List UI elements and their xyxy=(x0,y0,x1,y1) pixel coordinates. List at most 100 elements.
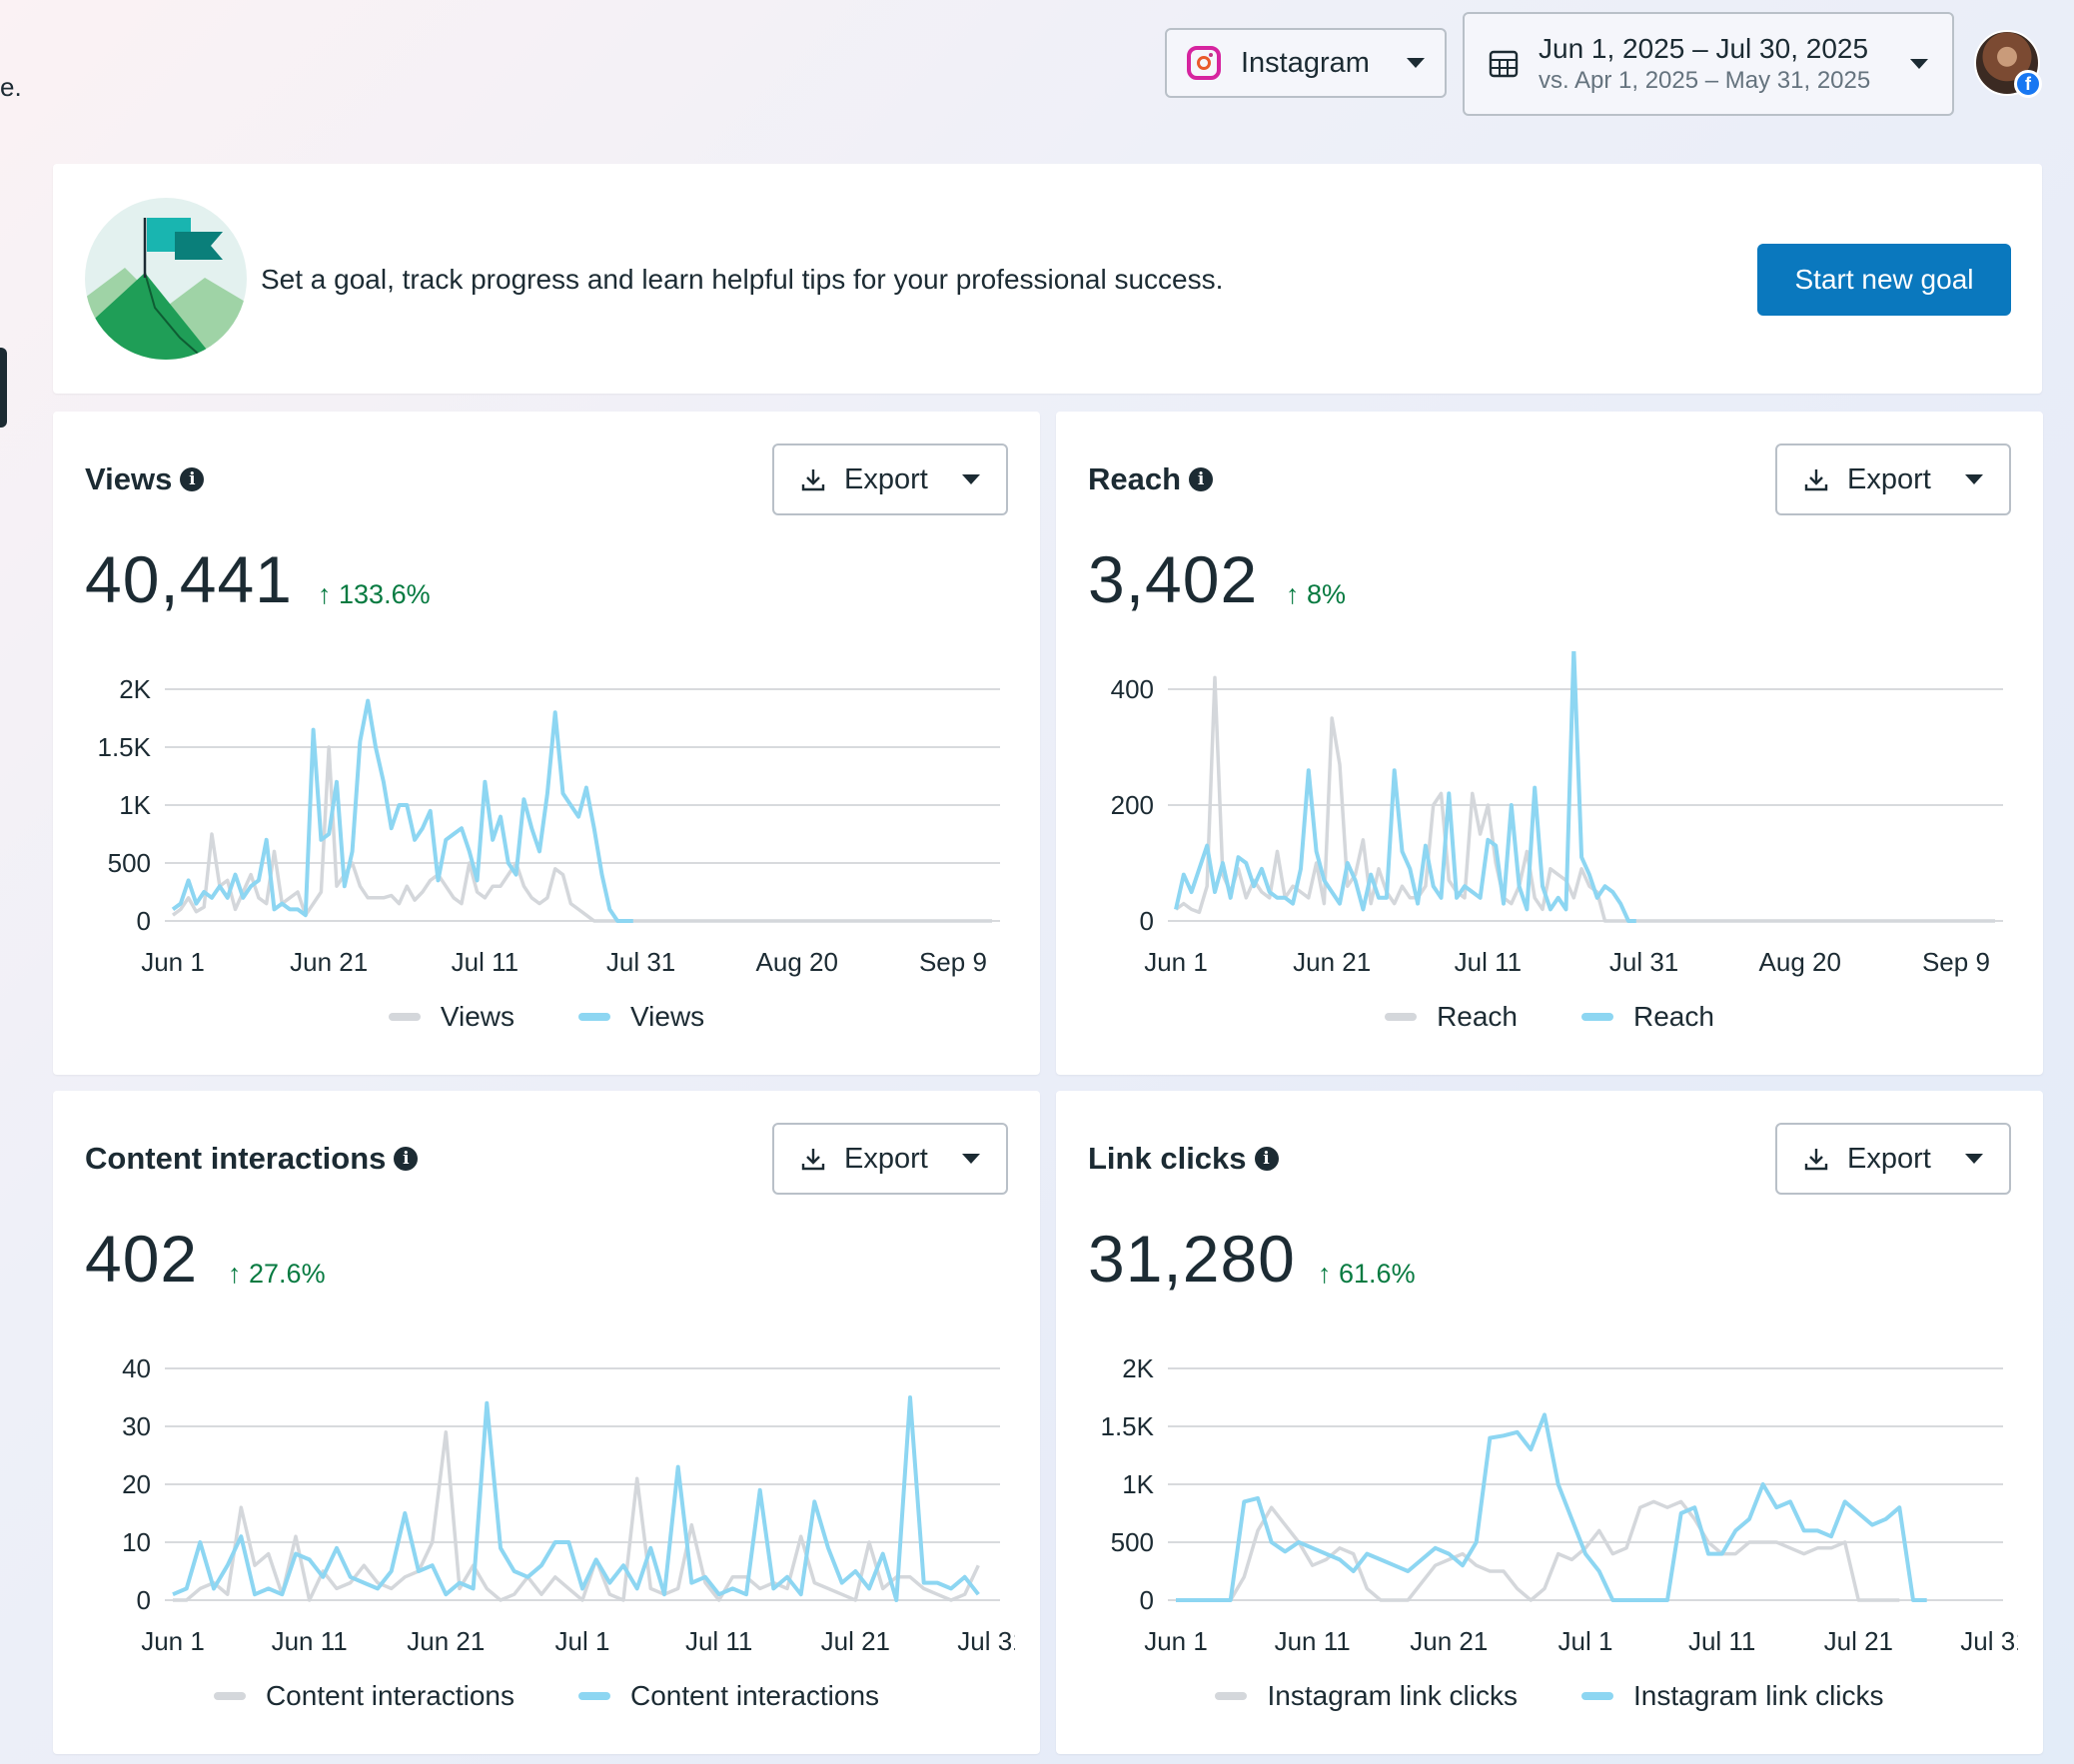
views-chart: 0 500 1K 1.5K 2K Jun 1 Jun 21 Jul 11 Jul 31 Aug 2… xyxy=(98,651,1040,991)
goal-card: Set a goal, track progress and learn hel… xyxy=(53,164,2042,394)
caret-down-icon xyxy=(962,1154,980,1164)
series-line-current xyxy=(1176,1412,1927,1602)
x-tick-label: Jul 21 xyxy=(821,1626,890,1656)
y-tick-label: 1.5K xyxy=(1101,1411,1155,1441)
info-icon[interactable]: i xyxy=(180,467,205,491)
download-icon xyxy=(1804,469,1828,491)
export-button[interactable]: Export xyxy=(1775,1123,2011,1195)
x-tick-label: Sep 9 xyxy=(919,947,987,977)
y-tick-label: 2K xyxy=(1122,1353,1154,1383)
y-tick-label: 1.5K xyxy=(98,732,152,762)
y-tick-label: 40 xyxy=(122,1353,151,1383)
legend-label: Instagram link clicks xyxy=(1267,1680,1518,1711)
links-change: ↑ 61.6% xyxy=(1318,1259,1416,1290)
export-label: Export xyxy=(844,1142,928,1175)
facebook-badge-icon: f xyxy=(2014,70,2042,98)
y-tick-label: 20 xyxy=(122,1469,151,1499)
legend-previous[interactable]: Views xyxy=(388,1001,515,1033)
card-title-text: Link clicks xyxy=(1088,1141,1247,1176)
y-tick-label: 2K xyxy=(119,674,151,704)
links-title: Link clicks i xyxy=(1088,1141,1279,1177)
views-card: Views i Export 40,441 ↑ 133.6% 0 500 1K 1.5… xyxy=(53,412,1040,1075)
calendar-icon xyxy=(1489,50,1519,78)
x-tick-label: Jun 1 xyxy=(1144,947,1208,977)
reach-legend: Reach Reach xyxy=(1056,1001,2043,1033)
series-line-previous xyxy=(173,1430,980,1602)
y-tick-label: 0 xyxy=(1140,906,1154,936)
reach-change: ↑ 8% xyxy=(1286,579,1346,610)
export-button[interactable]: Export xyxy=(772,443,1008,515)
info-icon[interactable]: i xyxy=(1254,1147,1279,1171)
export-label: Export xyxy=(1847,1142,1931,1175)
series-line-current xyxy=(172,1395,980,1602)
legend-current[interactable]: Reach xyxy=(1581,1001,1714,1033)
y-tick-label: 200 xyxy=(1111,790,1154,820)
legend-previous[interactable]: Reach xyxy=(1385,1001,1518,1033)
link-clicks-card: Link clicks i Export 31,280 ↑ 61.6% 0 500… xyxy=(1056,1091,2043,1754)
x-tick-label: Jul 11 xyxy=(452,947,518,977)
legend-previous[interactable]: Instagram link clicks xyxy=(1215,1680,1518,1712)
legend-label: Content interactions xyxy=(265,1680,515,1711)
download-icon xyxy=(801,469,825,491)
legend-previous[interactable]: Content interactions xyxy=(213,1680,515,1712)
legend-swatch xyxy=(213,1692,246,1700)
legend-current[interactable]: Instagram link clicks xyxy=(1581,1680,1884,1712)
x-tick-label: Aug 20 xyxy=(1759,947,1841,977)
x-tick-label: Jul 11 xyxy=(1688,1626,1755,1656)
x-tick-label: Jul 31 xyxy=(1609,947,1678,977)
views-legend: Views Views xyxy=(53,1001,1040,1033)
arrow-up-icon: ↑ xyxy=(318,579,340,609)
export-button[interactable]: Export xyxy=(772,1123,1008,1195)
x-tick-label: Sep 9 xyxy=(1922,947,1990,977)
x-tick-label: Jul 11 xyxy=(1455,947,1522,977)
info-icon[interactable]: i xyxy=(394,1147,419,1171)
export-button[interactable]: Export xyxy=(1775,443,2011,515)
reach-card: Reach i Export 3,402 ↑ 8% 0 200 400 Jun 1 Ju… xyxy=(1056,412,2043,1075)
legend-swatch xyxy=(1215,1692,1248,1700)
arrow-up-icon: ↑ xyxy=(1286,579,1308,609)
legend-swatch xyxy=(578,1692,610,1700)
interactions-legend: Content interactions Content interaction… xyxy=(53,1680,1040,1712)
start-new-goal-button[interactable]: Start new goal xyxy=(1757,244,2011,316)
legend-label: Views xyxy=(630,1001,705,1032)
date-range-text: Jun 1, 2025 – Jul 30, 2025 xyxy=(1539,33,1869,64)
date-range-selector[interactable]: Jun 1, 2025 – Jul 30, 2025 vs. Apr 1, 20… xyxy=(1463,12,1954,116)
y-tick-label: 0 xyxy=(137,906,151,936)
edge-handle[interactable] xyxy=(0,348,7,428)
legend-label: Reach xyxy=(1437,1001,1518,1032)
y-tick-label: 0 xyxy=(137,1585,151,1615)
arrow-up-icon: ↑ xyxy=(228,1259,250,1289)
change-text: 133.6% xyxy=(339,579,431,609)
x-tick-label: Jun 11 xyxy=(1275,1626,1351,1656)
views-value: 40,441 xyxy=(85,542,293,616)
chart-edge-mask xyxy=(2018,1330,2043,1670)
card-title-text: Reach xyxy=(1088,461,1182,496)
goal-description: Set a goal, track progress and learn hel… xyxy=(261,264,1224,295)
y-tick-label: 1K xyxy=(1122,1469,1154,1499)
platform-label: Instagram xyxy=(1241,46,1370,79)
legend-label: Reach xyxy=(1633,1001,1714,1032)
platform-selector[interactable]: Instagram xyxy=(1165,28,1447,98)
legend-current[interactable]: Content interactions xyxy=(578,1680,879,1712)
export-label: Export xyxy=(1847,462,1931,495)
y-tick-label: 0 xyxy=(1140,1585,1154,1615)
change-text: 8% xyxy=(1307,579,1347,609)
views-change: ↑ 133.6% xyxy=(318,579,431,610)
legend-swatch xyxy=(578,1013,610,1021)
download-icon xyxy=(1804,1149,1828,1171)
legend-current[interactable]: Views xyxy=(578,1001,704,1033)
chart-edge-mask xyxy=(1015,651,1040,991)
interactions-value: 402 xyxy=(85,1222,199,1296)
links-legend: Instagram link clicks Instagram link cli… xyxy=(1056,1680,2043,1712)
x-tick-label: Jun 1 xyxy=(141,1626,205,1656)
legend-swatch xyxy=(1385,1013,1418,1021)
interactions-chart: 0 10 20 30 40 Jun 1 Jun 11 Jun 21 Jul 1 Jul 11 Jul… xyxy=(122,1330,1040,1670)
x-tick-label: Jul 1 xyxy=(1558,1626,1613,1656)
info-icon[interactable]: i xyxy=(1189,467,1214,491)
instagram-icon xyxy=(1187,46,1221,80)
chart-edge-mask xyxy=(2018,651,2043,991)
reach-title: Reach i xyxy=(1088,461,1214,497)
chart-edge-mask xyxy=(1015,1330,1040,1670)
caret-down-icon xyxy=(962,474,980,484)
x-tick-label: Jun 1 xyxy=(1144,1626,1208,1656)
